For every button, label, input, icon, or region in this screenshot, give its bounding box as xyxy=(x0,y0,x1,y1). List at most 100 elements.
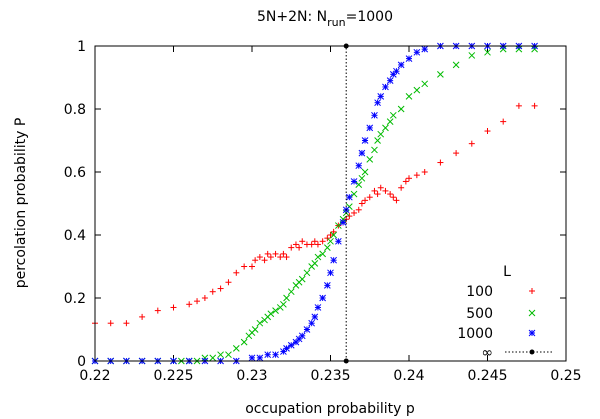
data-point xyxy=(324,235,331,242)
data-point xyxy=(421,45,429,53)
data-point xyxy=(233,269,240,276)
data-point xyxy=(361,137,369,144)
data-point xyxy=(334,237,342,245)
y-tick-label: 0.6 xyxy=(64,165,86,181)
data-point xyxy=(500,118,507,125)
data-point xyxy=(288,244,295,251)
data-point xyxy=(232,345,240,352)
data-point xyxy=(386,77,394,85)
data-point xyxy=(308,241,315,248)
data-point xyxy=(334,222,342,229)
data-point xyxy=(437,70,444,78)
data-point xyxy=(351,209,358,216)
data-point xyxy=(170,304,177,311)
data-point xyxy=(390,194,397,201)
data-point xyxy=(296,244,303,251)
data-point xyxy=(484,48,491,56)
data-point xyxy=(217,351,224,359)
data-point xyxy=(382,83,389,91)
data-point xyxy=(515,102,522,109)
data-point xyxy=(314,304,322,311)
legend-sample-dot xyxy=(529,349,535,355)
data-point xyxy=(256,354,264,362)
data-point xyxy=(397,105,405,113)
data-point xyxy=(382,124,389,132)
data-point xyxy=(362,197,369,204)
data-point xyxy=(358,174,366,182)
data-point xyxy=(327,232,334,238)
data-point xyxy=(311,313,319,321)
data-point xyxy=(371,146,378,154)
data-point xyxy=(303,269,311,277)
y-tick-label: 0.2 xyxy=(64,291,86,307)
data-point xyxy=(324,244,331,251)
data-point xyxy=(355,162,363,170)
data-point xyxy=(366,194,373,201)
data-point xyxy=(374,137,381,144)
data-point xyxy=(154,307,161,314)
data-point xyxy=(303,326,311,333)
data-point xyxy=(201,295,208,301)
y-tick-label: 1 xyxy=(77,39,86,55)
data-point xyxy=(283,294,290,302)
data-point xyxy=(371,187,378,194)
data-point xyxy=(330,228,337,235)
data-point xyxy=(256,319,264,327)
data-point xyxy=(308,319,316,327)
data-point xyxy=(324,282,331,289)
data-point xyxy=(248,354,256,362)
series-1 xyxy=(91,45,538,365)
data-point xyxy=(249,263,255,270)
data-point xyxy=(393,67,400,75)
data-point xyxy=(386,118,394,125)
data-point xyxy=(251,326,259,333)
data-point xyxy=(531,45,538,53)
data-point xyxy=(194,298,201,305)
x-tick-label: 0.225 xyxy=(153,368,193,384)
x-axis-label: occupation probability p xyxy=(245,401,415,417)
x-tick-label: 0.25 xyxy=(550,368,581,384)
data-point xyxy=(225,351,232,359)
y-axis-label: percolation probability P xyxy=(13,118,29,289)
data-point xyxy=(406,175,412,182)
data-point xyxy=(499,45,507,53)
data-point xyxy=(374,191,381,198)
data-point xyxy=(319,294,327,302)
y-tick-label: 0.8 xyxy=(64,102,86,118)
data-point xyxy=(330,231,337,239)
x-tick-label: 0.24 xyxy=(393,368,424,384)
data-point xyxy=(217,285,224,292)
data-point xyxy=(272,250,279,257)
data-point xyxy=(413,48,421,56)
data-point xyxy=(405,93,413,100)
data-point xyxy=(421,169,428,175)
data-point xyxy=(374,99,381,107)
data-point xyxy=(298,332,306,340)
data-point xyxy=(209,288,216,295)
data-point xyxy=(468,52,476,59)
data-point xyxy=(355,181,363,188)
legend-title: L xyxy=(503,264,511,280)
data-point xyxy=(267,254,274,261)
data-point xyxy=(292,241,299,248)
data-point xyxy=(366,156,374,163)
legend: L 100 500 1000 ∞ xyxy=(457,264,554,361)
data-point xyxy=(314,253,322,261)
data-point xyxy=(295,335,303,343)
y-tick-label: 0.4 xyxy=(64,228,86,244)
data-point xyxy=(377,93,385,100)
data-point xyxy=(319,250,327,258)
data-point xyxy=(201,354,209,362)
data-point xyxy=(413,86,421,94)
x-tick-label: 0.22 xyxy=(79,368,110,384)
data-point xyxy=(358,200,365,207)
series-3 xyxy=(343,43,349,364)
data-point xyxy=(355,206,362,213)
data-point xyxy=(389,111,397,119)
plot-frame xyxy=(94,45,567,362)
data-point xyxy=(387,191,394,198)
data-point xyxy=(252,257,259,264)
data-point xyxy=(358,149,366,157)
data-point xyxy=(241,263,248,270)
data-point xyxy=(515,45,523,53)
